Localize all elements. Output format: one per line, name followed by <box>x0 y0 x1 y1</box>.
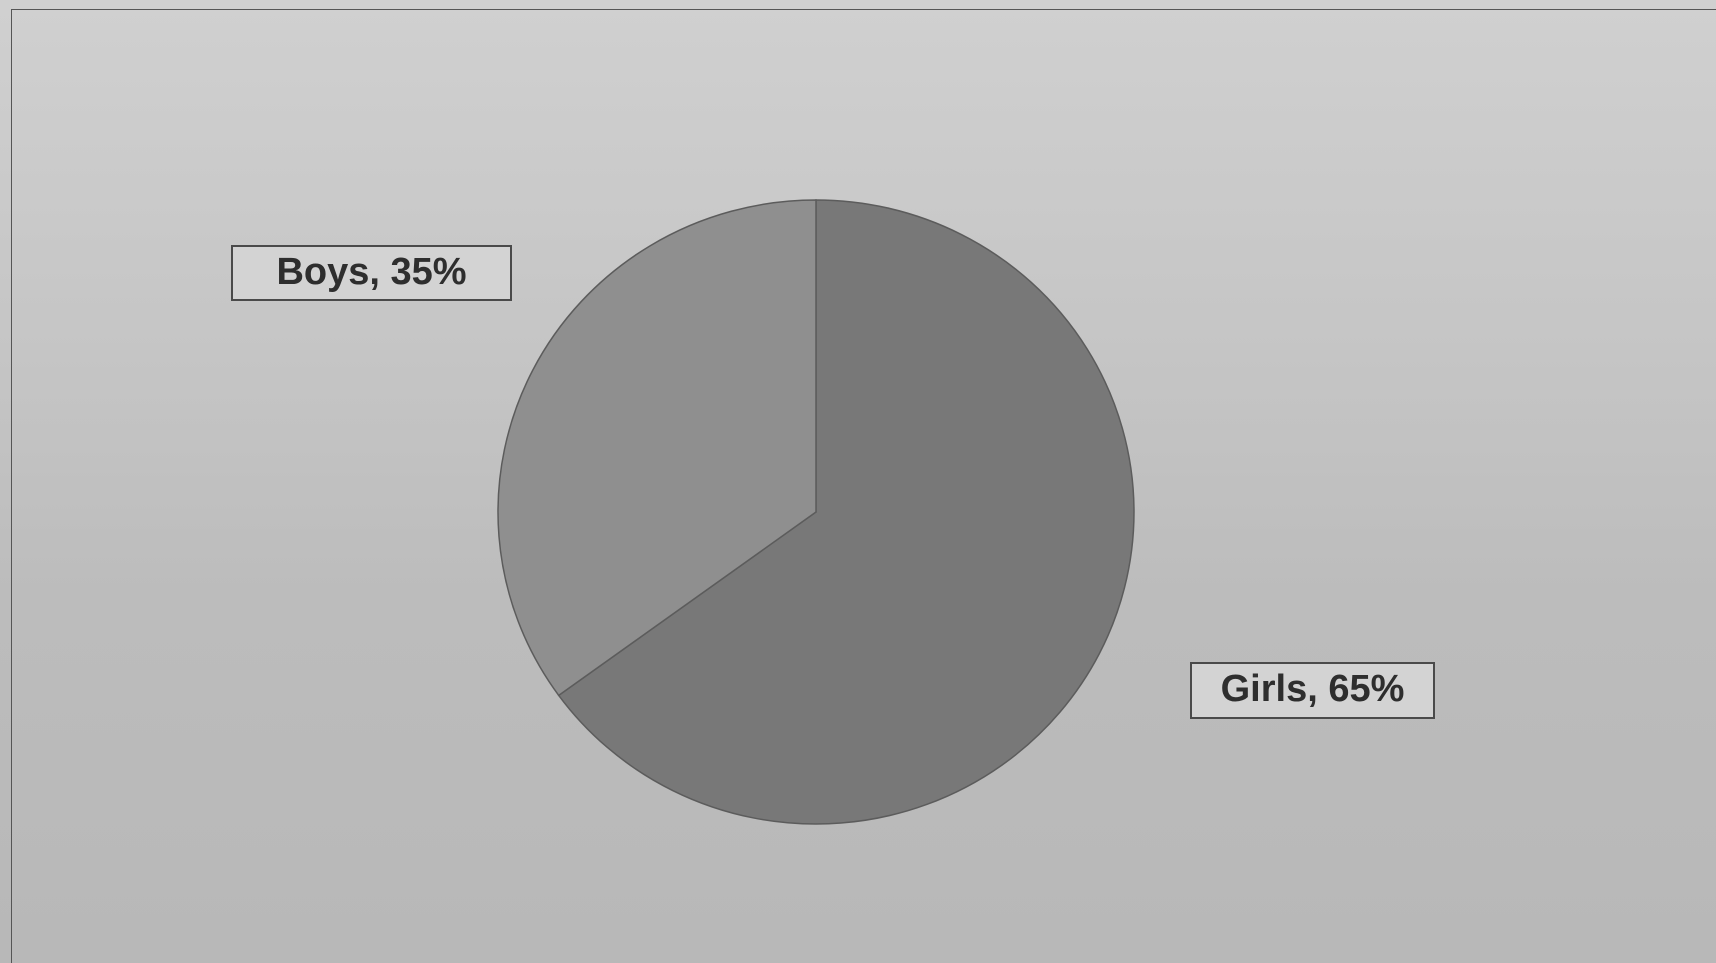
pie-slice-boys <box>497 199 817 697</box>
chart-frame <box>11 9 1716 963</box>
data-label-girls: Girls, 65% <box>1190 662 1435 719</box>
pie-slice-girls <box>557 199 1135 825</box>
data-label-boys: Boys, 35% <box>231 245 512 301</box>
